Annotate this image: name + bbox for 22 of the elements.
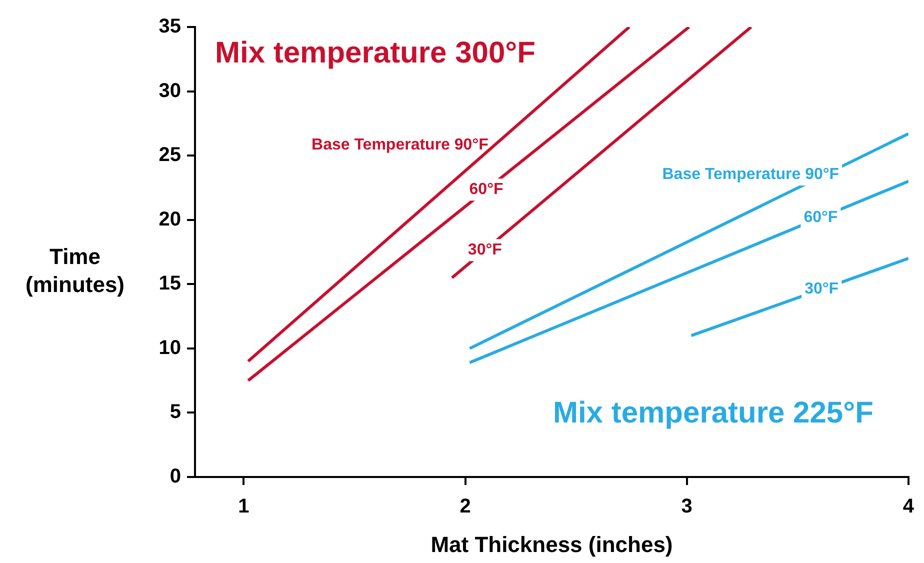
x-tick-label: 3 [681,496,692,518]
series-label: 60°F [804,208,838,226]
annotation: Mix temperature 300°F [215,36,536,70]
y-tick-label: 20 [158,208,181,230]
x-tick-label: 1 [238,496,250,518]
y-axis-title: Time (minutes) [26,244,124,298]
series-label: 30°F [804,280,839,298]
x-tick-label: 2 [460,496,471,518]
y-tick-label: 15 [158,272,181,295]
y-tick-label: 5 [170,401,181,424]
series-label: Base Temperature 90°F [662,166,840,183]
x-axis-title: Mat Thickness (inches) [430,532,673,557]
y-tick-label: 35 [158,16,181,38]
series-label: Base Temperature 90°F [312,136,489,154]
y-tick-label: 30 [158,80,181,102]
annotation: Mix temperature 225°F [552,396,874,430]
y-tick-label: 10 [158,336,181,359]
x-tick-label: 4 [902,496,915,518]
y-tick-label: 0 [170,466,181,488]
series-label: 30°F [468,242,502,259]
y-tick-label: 25 [158,144,181,166]
series-label: 60°F [469,181,504,198]
